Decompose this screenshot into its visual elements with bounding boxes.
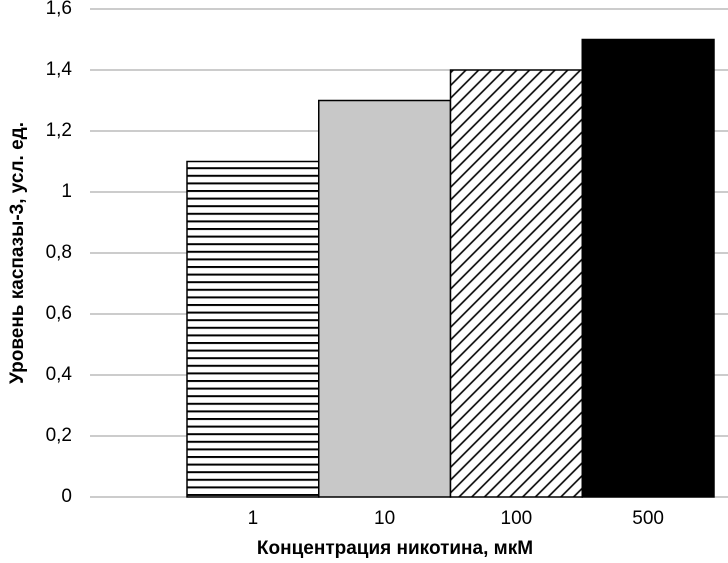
x-axis-title: Концентрация никотина, мкМ [257,538,533,559]
y-axis-title: Уровень каспазы-3, усл. ед. [7,122,28,384]
y-tick-label: 0,2 [46,425,72,446]
y-tick-label: 0 [61,486,72,507]
bar [581,38,715,498]
x-tick-label: 500 [632,508,664,529]
bar [186,160,320,498]
y-tick-label: 1,4 [46,59,73,80]
x-tick-label: 100 [501,508,533,529]
y-tick-label: 1 [61,181,72,202]
x-tick-label: 10 [374,508,395,529]
y-tick-label: 0,4 [46,364,73,385]
y-tick-label: 1,2 [46,120,72,141]
y-tick-label: 0,8 [46,242,72,263]
x-tick-label: 1 [248,508,259,529]
y-tick-label: 0,6 [46,303,72,324]
bar [318,99,452,498]
y-tick-label: 1,6 [46,0,72,19]
bar [449,69,583,498]
